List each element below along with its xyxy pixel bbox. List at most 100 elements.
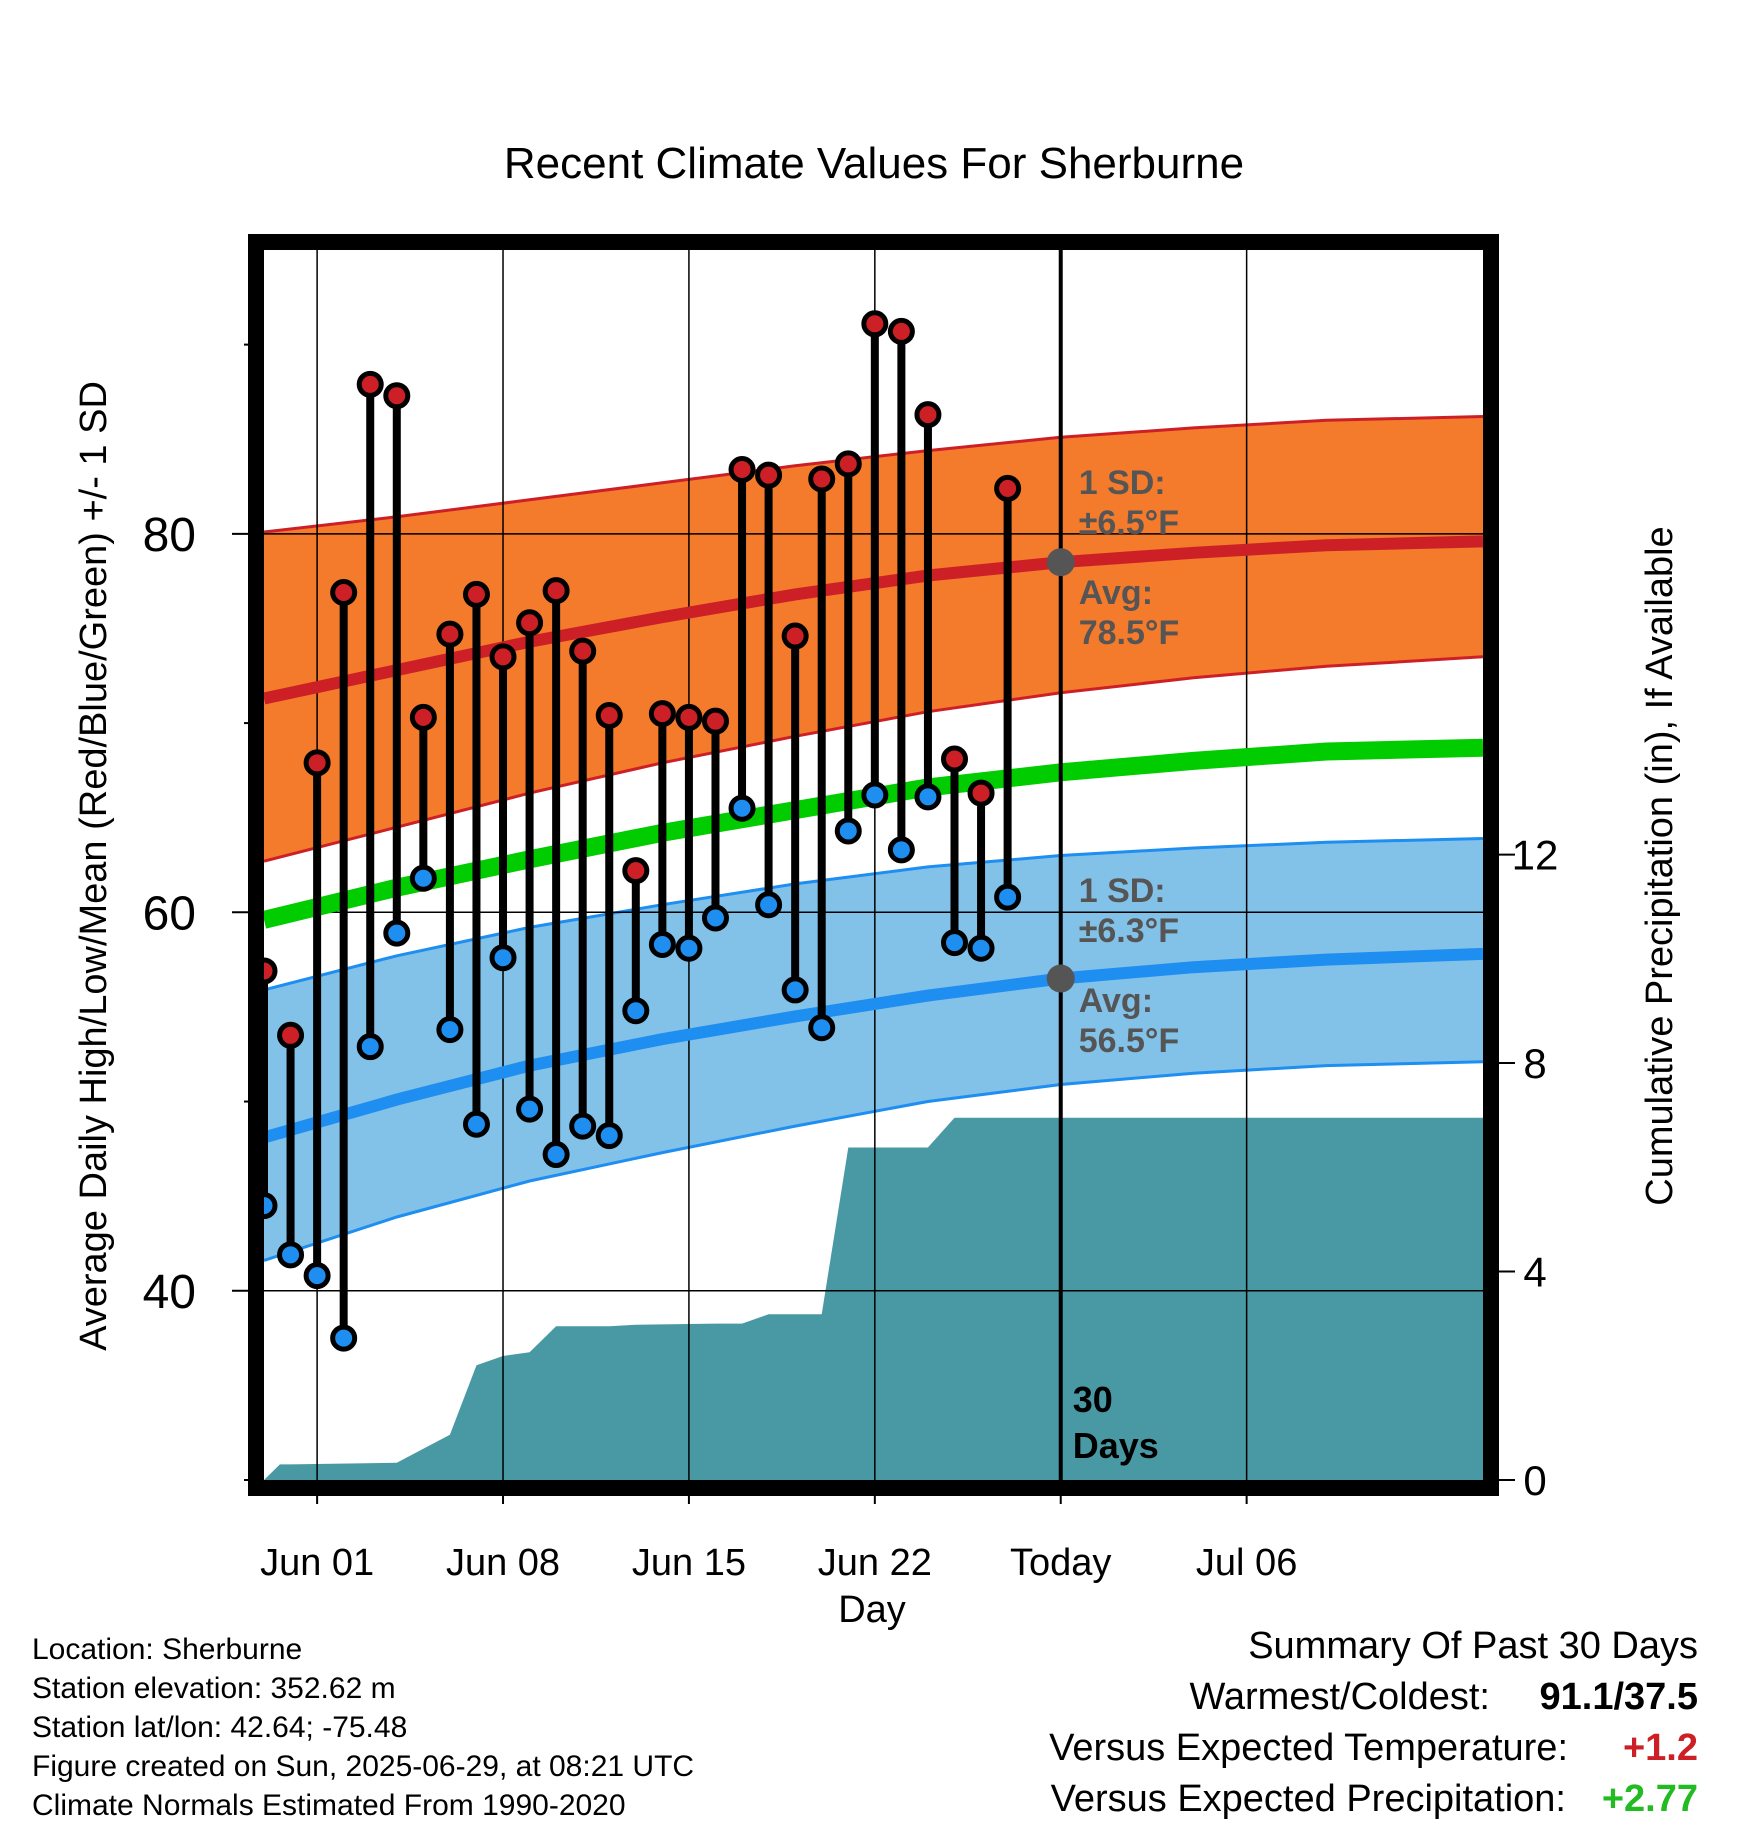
daily-low-point xyxy=(264,1192,278,1220)
y-right-tick-label: 0 xyxy=(1523,1457,1546,1504)
daily-low-point xyxy=(675,934,703,962)
daily-low-point xyxy=(914,783,942,811)
summary-panel: Summary Of Past 30 Days Warmest/Coldest:… xyxy=(1049,1625,1698,1820)
daily-high-point xyxy=(462,580,490,608)
daily-low-point xyxy=(226,1074,248,1096)
daily-low-point xyxy=(383,919,411,947)
y-right-tick-label: 12 xyxy=(1512,832,1559,879)
days-label: Days xyxy=(1073,1425,1159,1466)
today-high-avg-marker xyxy=(1046,548,1075,577)
y-axis-left-title: Average Daily High/Low/Mean (Red/Blue/Gr… xyxy=(73,381,115,1351)
summary-precip-label: Versus Expected Precipitation: xyxy=(1051,1778,1566,1820)
x-tick-label: Jun 08 xyxy=(446,1542,560,1584)
low-sd-value: ±6.3°F xyxy=(1079,912,1179,950)
summary-title: Summary Of Past 30 Days xyxy=(1248,1625,1698,1667)
daily-low-point xyxy=(542,1141,570,1169)
daily-high-point xyxy=(542,577,570,605)
y-axis-right-title: Cumulative Precipitation (in), If Availa… xyxy=(1639,526,1681,1205)
high-avg-value: 78.5°F xyxy=(1079,614,1180,652)
plot-frame xyxy=(248,234,1499,1496)
daily-high-point xyxy=(755,461,783,489)
daily-high-point xyxy=(781,622,809,650)
daily-low-point xyxy=(808,1014,836,1042)
daily-low-point xyxy=(941,929,969,957)
daily-low-point xyxy=(569,1112,597,1140)
summary-precip-value: +2.77 xyxy=(1602,1778,1698,1820)
daily-low-point xyxy=(622,997,650,1025)
y-left-tick-label: 40 xyxy=(143,1266,196,1319)
low-avg-line xyxy=(264,947,1483,1144)
daily-low-point xyxy=(330,1324,358,1352)
summary-temp-value: +1.2 xyxy=(1623,1727,1698,1769)
daily-low-point xyxy=(887,836,915,864)
daily-high-point xyxy=(834,450,862,478)
chart-title: Recent Climate Values For Sherburne xyxy=(504,139,1244,188)
daily-high-point xyxy=(303,749,331,777)
low-sd-lower-line xyxy=(264,1060,1483,1262)
summary-warm-cold-value: 91.1/37.5 xyxy=(1540,1676,1698,1718)
low-avg-value: 56.5°F xyxy=(1079,1022,1180,1060)
daily-low-point xyxy=(409,864,437,892)
x-tick-label: Jun 01 xyxy=(260,1542,374,1584)
daily-high-point xyxy=(436,620,464,648)
daily-high-point xyxy=(994,474,1022,502)
daily-high-point xyxy=(595,702,623,730)
summary-temp-label: Versus Expected Temperature: xyxy=(1049,1727,1568,1769)
daily-low-point xyxy=(516,1095,544,1123)
high-avg-label: Avg: xyxy=(1079,574,1153,612)
y-right-tick-label: 4 xyxy=(1523,1249,1546,1296)
daily-low-point xyxy=(462,1110,490,1138)
daily-high-point xyxy=(808,465,836,493)
daily-high-point xyxy=(887,317,915,345)
low-avg-label: Avg: xyxy=(1079,982,1153,1020)
y-left-tick-label: 80 xyxy=(143,509,196,562)
daily-high-point xyxy=(264,957,278,985)
days-label: 30 xyxy=(1073,1379,1113,1420)
station-info: Location: Sherburne Station elevation: 3… xyxy=(32,1633,694,1822)
daily-high-point xyxy=(409,703,437,731)
daily-low-point xyxy=(781,976,809,1004)
info-elevation: Station elevation: 352.62 m xyxy=(32,1672,396,1705)
high-sd-lower-line xyxy=(264,655,1483,863)
daily-low-point xyxy=(728,794,756,822)
daily-low-point xyxy=(994,883,1022,911)
daily-low-point xyxy=(967,934,995,962)
summary-warm-cold-label: Warmest/Coldest: xyxy=(1189,1676,1490,1718)
daily-low-point xyxy=(595,1122,623,1150)
x-tick-label: Jun 15 xyxy=(632,1542,746,1584)
daily-high-point xyxy=(330,579,358,607)
daily-low-point xyxy=(861,781,889,809)
y-right-tick-label: 8 xyxy=(1523,1040,1546,1087)
daily-high-point xyxy=(226,714,248,736)
daily-low-point xyxy=(303,1262,331,1290)
daily-high-point xyxy=(941,745,969,773)
x-tick-label: Today xyxy=(1010,1542,1111,1584)
daily-high-point xyxy=(967,779,995,807)
x-tick-label: Jul 06 xyxy=(1196,1542,1297,1584)
daily-low-point xyxy=(277,1241,305,1269)
daily-high-point xyxy=(648,700,676,728)
daily-low-point xyxy=(356,1033,384,1061)
today-low-avg-marker xyxy=(1046,964,1075,993)
daily-low-point xyxy=(436,1016,464,1044)
daily-high-point xyxy=(622,857,650,885)
daily-low-point xyxy=(834,817,862,845)
low-sd-label: 1 SD: xyxy=(1079,872,1166,910)
daily-high-point xyxy=(569,637,597,665)
x-tick-label: Jun 22 xyxy=(818,1542,932,1584)
high-avg-line xyxy=(264,535,1483,705)
info-normals: Climate Normals Estimated From 1990-2020 xyxy=(32,1789,626,1822)
daily-high-point xyxy=(675,703,703,731)
high-sd-upper-line xyxy=(264,415,1483,534)
info-created: Figure created on Sun, 2025-06-29, at 08… xyxy=(32,1750,694,1783)
daily-low-point xyxy=(648,930,676,958)
daily-high-point xyxy=(914,401,942,429)
daily-high-point xyxy=(701,707,729,735)
y-left-tick-label: 60 xyxy=(143,887,196,940)
high-sd-label: 1 SD: xyxy=(1079,464,1166,502)
daily-high-point xyxy=(489,643,517,671)
daily-low-point xyxy=(489,944,517,972)
